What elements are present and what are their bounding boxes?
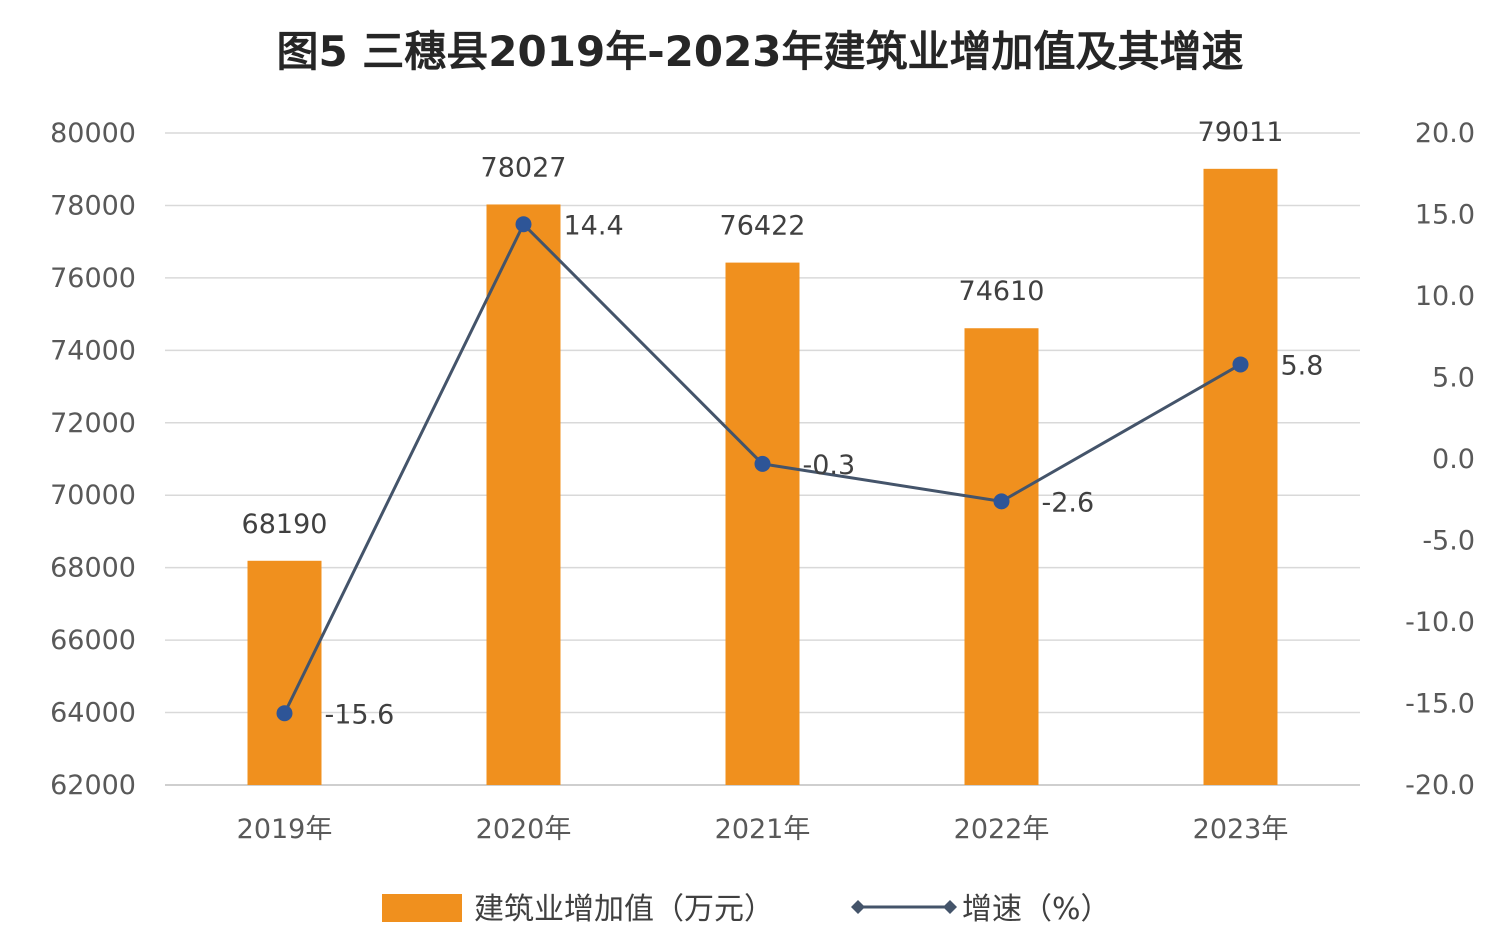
legend-line-label: 增速（%） bbox=[962, 892, 1111, 927]
bar-value-label: 79011 bbox=[1198, 117, 1284, 148]
line-value-label: -15.6 bbox=[325, 699, 395, 730]
bar bbox=[486, 204, 561, 786]
legend-line-marker-left bbox=[851, 900, 865, 914]
data-labels: 68190 78027 76422 74610 79011 -15.6 14.4 -0.3 -2… bbox=[242, 117, 1324, 730]
left-y-tick-label: 64000 bbox=[50, 698, 136, 729]
right-y-tick-label: 10.0 bbox=[1415, 281, 1475, 312]
line-point bbox=[515, 216, 532, 233]
left-y-tick-label: 62000 bbox=[50, 770, 136, 801]
right-y-tick-label: 20.0 bbox=[1415, 118, 1475, 149]
bar-value-label: 78027 bbox=[481, 152, 567, 183]
line-value-label: -2.6 bbox=[1042, 487, 1095, 518]
x-tick-label: 2023年 bbox=[1193, 814, 1289, 845]
bar bbox=[725, 262, 800, 785]
x-axis: 2019年 2020年 2021年 2022年 2023年 bbox=[237, 814, 1289, 845]
line-point bbox=[754, 455, 771, 472]
line-point bbox=[1232, 356, 1249, 373]
left-y-tick-label: 72000 bbox=[50, 408, 136, 439]
legend-bar-label: 建筑业增加值（万元） bbox=[474, 892, 774, 927]
legend-bar-swatch bbox=[382, 894, 462, 922]
right-y-tick-label: -20.0 bbox=[1405, 770, 1475, 801]
left-y-tick-label: 78000 bbox=[50, 190, 136, 221]
chart-title: 图5 三穗县2019年-2023年建筑业增加值及其增速 bbox=[276, 27, 1243, 76]
line-value-label: 5.8 bbox=[1281, 350, 1324, 381]
right-y-axis: 20.0 15.0 10.0 5.0 0.0 -5.0 -10.0 -15.0 -20.0 bbox=[1405, 118, 1475, 801]
left-y-axis: 80000 78000 76000 74000 72000 70000 68000 66000… bbox=[50, 118, 136, 801]
line-series bbox=[276, 216, 1249, 722]
right-y-tick-label: 5.0 bbox=[1432, 363, 1475, 394]
left-y-tick-label: 74000 bbox=[50, 335, 136, 366]
bar-series bbox=[247, 168, 1278, 786]
legend: 建筑业增加值（万元） 增速（%） bbox=[382, 892, 1111, 927]
left-y-tick-label: 70000 bbox=[50, 480, 136, 511]
bar bbox=[247, 560, 322, 785]
left-y-tick-label: 68000 bbox=[50, 553, 136, 584]
right-y-tick-label: -10.0 bbox=[1405, 607, 1475, 638]
bar-value-label: 74610 bbox=[959, 276, 1045, 307]
right-y-tick-label: -5.0 bbox=[1422, 526, 1475, 557]
line-value-label: 14.4 bbox=[564, 210, 624, 241]
legend-line-marker-right bbox=[943, 900, 957, 914]
x-tick-label: 2021年 bbox=[715, 814, 811, 845]
right-y-tick-label: 15.0 bbox=[1415, 200, 1475, 231]
bar-value-label: 68190 bbox=[242, 509, 328, 540]
x-tick-label: 2022年 bbox=[954, 814, 1050, 845]
x-tick-label: 2019年 bbox=[237, 814, 333, 845]
right-y-tick-label: -15.0 bbox=[1405, 689, 1475, 720]
x-tick-label: 2020年 bbox=[476, 814, 572, 845]
bar bbox=[964, 328, 1039, 785]
left-y-tick-label: 76000 bbox=[50, 263, 136, 294]
line-point bbox=[993, 493, 1010, 510]
line-point bbox=[276, 705, 293, 722]
line-value-label: -0.3 bbox=[803, 450, 856, 481]
left-y-tick-label: 80000 bbox=[50, 118, 136, 149]
left-y-tick-label: 66000 bbox=[50, 625, 136, 656]
bar bbox=[1203, 168, 1278, 785]
right-y-tick-label: 0.0 bbox=[1432, 444, 1475, 475]
bar-value-label: 76422 bbox=[720, 211, 806, 242]
